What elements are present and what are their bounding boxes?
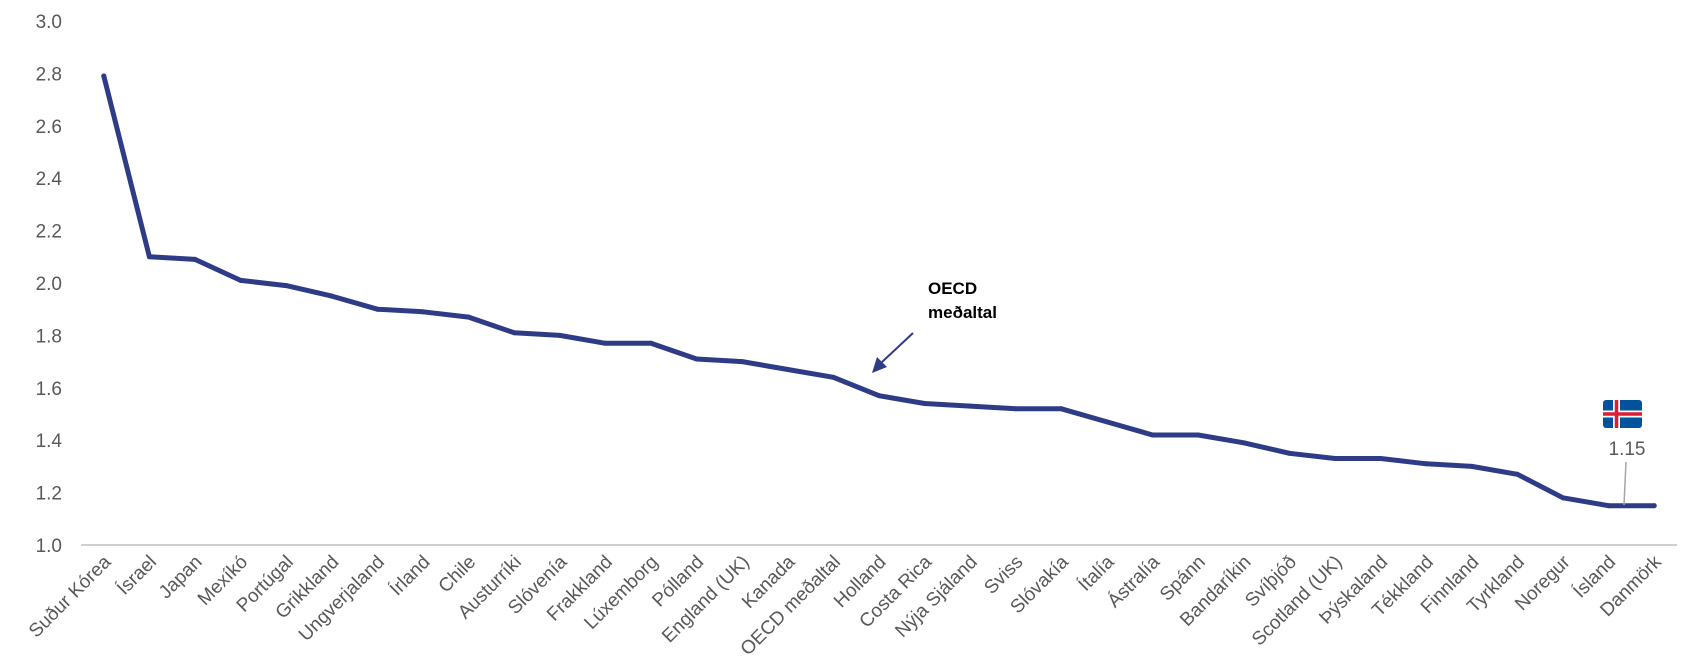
y-tick-label: 1.2 [36,484,62,505]
iceland-flag-icon [1603,400,1642,428]
y-tick-label: 1.0 [36,536,62,557]
oecd-arrowhead [872,357,887,373]
data-point [967,403,973,409]
data-point [1560,495,1566,501]
data-point [876,393,882,399]
data-point [192,256,198,262]
data-point [1332,456,1338,462]
data-point [283,283,289,289]
y-tick-label: 1.8 [36,326,62,347]
data-point [374,306,380,312]
data-point [329,293,335,299]
y-tick-label: 2.8 [36,64,62,85]
data-point [1606,503,1612,509]
x-tick-label: Írland [386,552,434,600]
data-point [238,277,244,283]
y-tick-label: 1.4 [36,431,63,452]
y-axis: 1.0 1.2 1.4 1.6 1.8 2.0 2.2 2.4 2.6 2.8 3.0 [36,12,63,557]
iceland-value-label: 1.15 [1609,439,1646,460]
data-point [1423,461,1429,467]
x-tick-label: Suður Kórea [25,551,116,642]
data-point [694,356,700,362]
data-point [1378,456,1384,462]
y-tick-label: 2.0 [36,274,62,295]
data-point [1058,406,1064,412]
y-tick-label: 3.0 [36,12,62,33]
oecd-annotation: OECD meðaltal [872,279,997,373]
series-line [101,73,1657,509]
data-point [739,359,745,365]
y-tick-label: 2.2 [36,222,62,243]
data-points [101,73,1657,509]
x-axis-labels: Suður KóreaÍsraelJapanMexíkóPortúgalGrik… [25,551,1666,660]
data-point [466,314,472,320]
data-point [557,332,563,338]
x-tick-label: Ísrael [113,552,161,600]
data-point [1651,503,1657,509]
data-point [1013,406,1019,412]
data-point [1195,432,1201,438]
data-point [1241,440,1247,446]
y-tick-label: 1.6 [36,379,62,400]
data-point [830,374,836,380]
y-tick-label: 2.4 [36,169,63,190]
data-point [602,340,608,346]
data-point [146,254,152,260]
data-point [420,309,426,315]
oecd-arrow [881,332,914,363]
x-tick-label: Ástralía [1104,551,1165,612]
data-point [1514,471,1520,477]
data-point [1469,463,1475,469]
data-point [785,366,791,372]
data-point [1104,419,1110,425]
y-tick-label: 2.6 [36,117,62,138]
data-point [101,73,107,79]
data-point [922,401,928,407]
iceland-callout: 1.15 [1603,400,1646,506]
oecd-annotation-line1: OECD [928,279,977,298]
data-point [1286,450,1292,456]
oecd-annotation-line2: meðaltal [928,303,997,322]
data-point [511,330,517,336]
data-point [648,340,654,346]
iceland-leader-line [1623,461,1627,506]
data-point [1150,432,1156,438]
